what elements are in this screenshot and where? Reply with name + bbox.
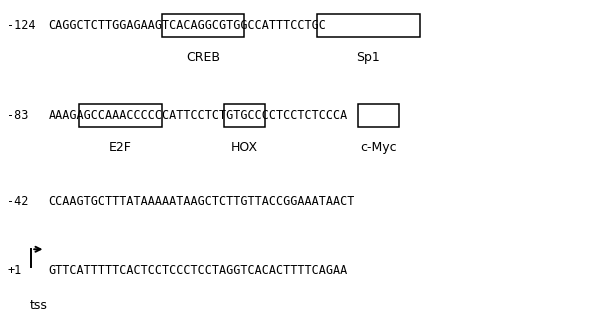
Text: CCAAGTGCTTTATAAAAATAAGCTCTTGTTACCGGAAATAACT: CCAAGTGCTTTATAAAAATAAGCTCTTGTTACCGGAAATA…	[49, 195, 355, 208]
Text: tss: tss	[29, 299, 47, 312]
Text: -42: -42	[7, 195, 29, 208]
Text: -124: -124	[7, 19, 35, 32]
Text: -83: -83	[7, 109, 29, 122]
Text: HOX: HOX	[231, 141, 258, 154]
Text: AAAGAGCCAAACCCCCCATTCCTCTGTGCCCCTCCTCTCCCA: AAAGAGCCAAACCCCCCATTCCTCTGTGCCCCTCCTCTCC…	[49, 109, 347, 122]
Text: CAGGCTCTTGGAGAAGTCACAGGCGTGGCCATTTCCTGC: CAGGCTCTTGGAGAAGTCACAGGCGTGGCCATTTCCTGC	[49, 19, 326, 32]
Text: Sp1: Sp1	[356, 51, 380, 64]
Text: GTTCATTTTTCACTCCTCCCTCCTAGGTCACACTTTTCAGAA: GTTCATTTTTCACTCCTCCCTCCTAGGTCACACTTTTCAG…	[49, 263, 347, 276]
Text: c-Myc: c-Myc	[360, 141, 397, 154]
Text: +1: +1	[7, 263, 22, 276]
Text: E2F: E2F	[109, 141, 132, 154]
Text: CREB: CREB	[186, 51, 220, 64]
